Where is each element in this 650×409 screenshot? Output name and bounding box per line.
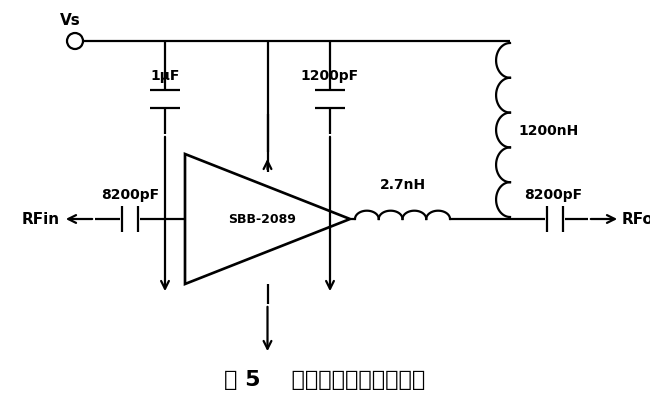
Text: RFin: RFin xyxy=(22,212,60,227)
Text: 1μF: 1μF xyxy=(150,69,179,83)
Text: RFout: RFout xyxy=(622,212,650,227)
Text: Vs: Vs xyxy=(60,13,81,28)
Text: SBB-2089: SBB-2089 xyxy=(229,213,296,226)
Text: 1200nH: 1200nH xyxy=(518,124,578,138)
Text: 8200pF: 8200pF xyxy=(101,188,159,202)
Text: 8200pF: 8200pF xyxy=(524,188,582,202)
Text: 图 5    射频发射功率放大电路: 图 5 射频发射功率放大电路 xyxy=(224,369,426,389)
Text: 2.7nH: 2.7nH xyxy=(380,178,426,191)
Text: 1200pF: 1200pF xyxy=(301,69,359,83)
